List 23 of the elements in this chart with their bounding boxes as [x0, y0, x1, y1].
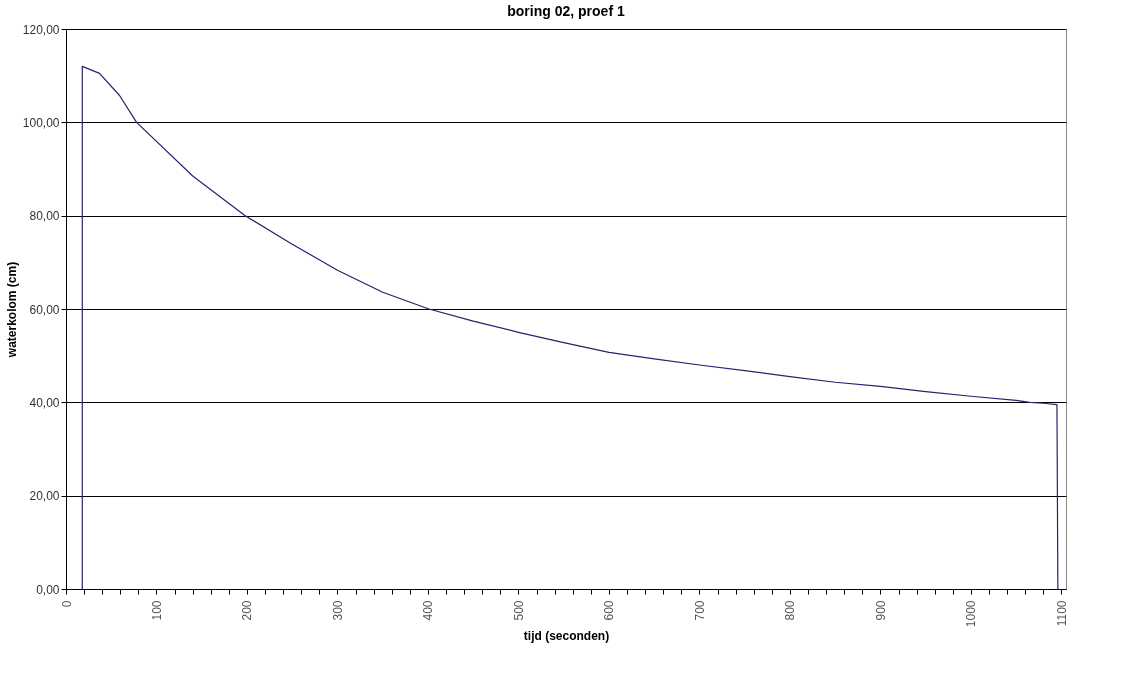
x-tick-label: 600 [602, 600, 617, 621]
x-tick-label: 1000 [964, 600, 979, 628]
x-tick-label: 400 [421, 600, 436, 621]
chart-title: boring 02, proef 1 [507, 3, 625, 19]
x-tick-label: 800 [783, 600, 798, 621]
x-tick-label: 1100 [1054, 600, 1069, 627]
y-axis-title: waterkolom (cm) [4, 261, 19, 359]
x-tick-label: 300 [330, 600, 345, 621]
x-axis-title: tijd (seconden) [523, 629, 610, 644]
x-tick-label: 100 [150, 600, 164, 621]
y-tick-label: 0,00 [36, 582, 60, 597]
y-tick-label: 120,00 [22, 22, 60, 37]
y-tick-label: 100,00 [22, 115, 60, 130]
y-tick-label: 60,00 [29, 302, 60, 317]
x-tick-label: 700 [692, 600, 707, 621]
x-tick-label: 500 [511, 600, 526, 621]
line-series [81, 65, 1059, 590]
x-tick-label: 900 [873, 600, 888, 621]
x-tick-label: 0 [59, 600, 74, 608]
y-tick-label: 40,00 [29, 395, 60, 410]
x-tick-label: 200 [240, 600, 255, 621]
y-tick-label: 20,00 [29, 489, 60, 504]
y-tick-label: 80,00 [29, 209, 60, 224]
